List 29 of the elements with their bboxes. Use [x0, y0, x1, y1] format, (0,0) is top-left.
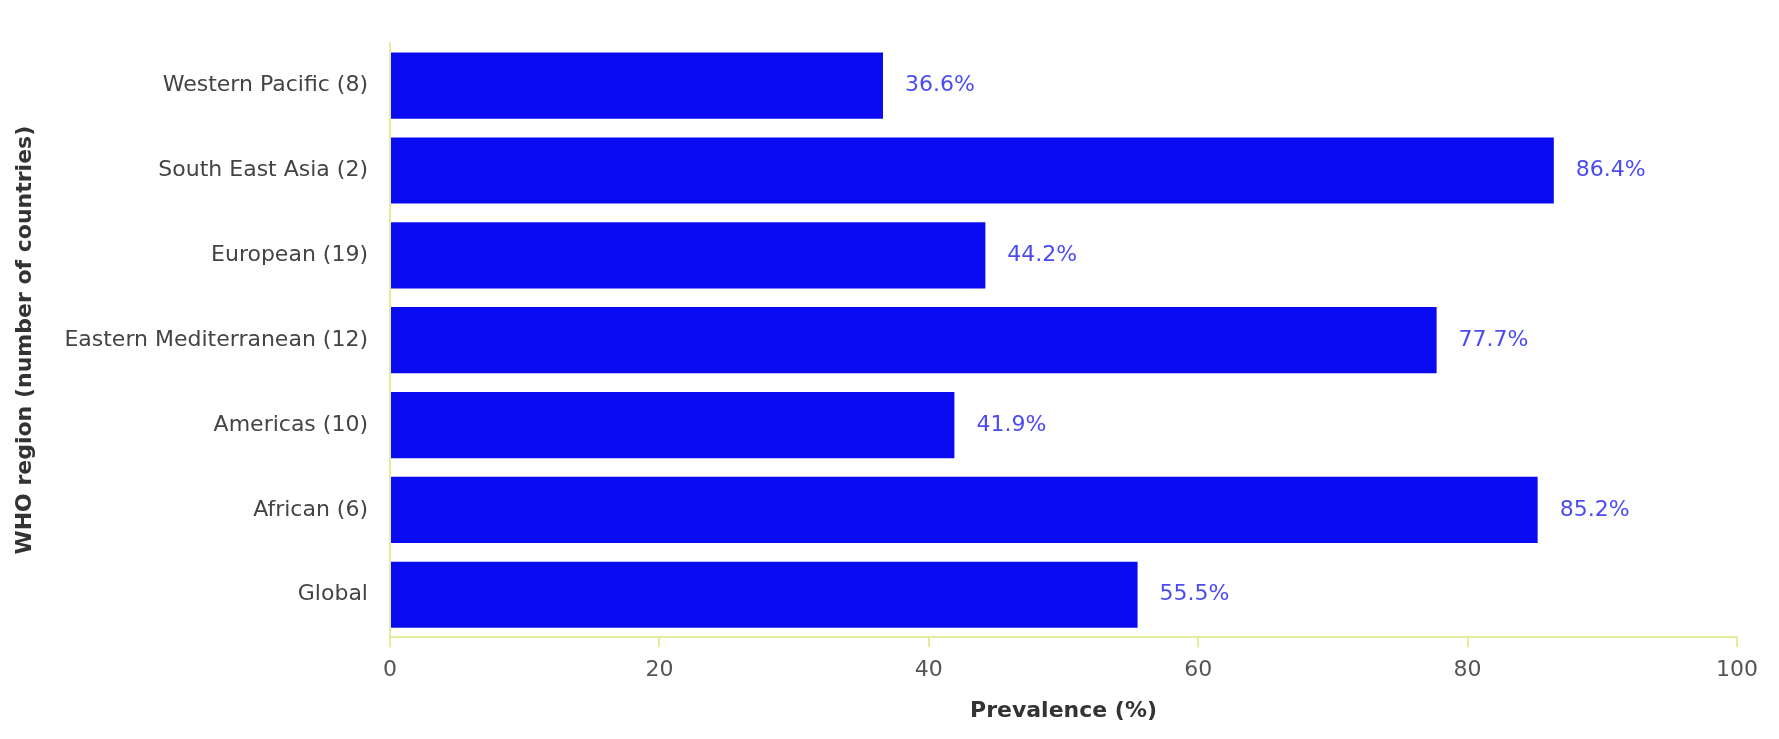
- data-label: 77.7%: [1458, 325, 1529, 351]
- x-tick-label: 100: [1716, 656, 1758, 682]
- x-tick-label: 60: [1184, 656, 1213, 682]
- y-axis-title: WHO region (number of countries): [10, 125, 36, 555]
- y-tick-label: Eastern Mediterranean (12): [64, 325, 368, 351]
- bar: [391, 561, 1138, 628]
- y-tick-label: Western Pacific (8): [162, 71, 368, 97]
- x-tick-label: 40: [914, 656, 943, 682]
- x-tick-label: 20: [645, 656, 674, 682]
- data-label: 44.2%: [1007, 241, 1078, 267]
- data-label: 55.5%: [1159, 580, 1230, 606]
- x-tick-label: 80: [1453, 656, 1482, 682]
- data-label: 85.2%: [1559, 495, 1630, 521]
- y-tick-label: Global: [297, 580, 368, 606]
- data-label: 36.6%: [905, 71, 975, 97]
- bar: [391, 307, 1437, 374]
- bar: [391, 391, 955, 459]
- data-label: 41.9%: [976, 410, 1047, 436]
- y-tick-label: African (6): [253, 495, 368, 521]
- bar: [391, 476, 1538, 544]
- x-tick-label: 0: [383, 656, 397, 682]
- bar: [391, 137, 1554, 204]
- bar: [391, 222, 986, 289]
- data-label: 86.4%: [1575, 156, 1646, 182]
- y-tick-label: Americas (10): [213, 410, 368, 436]
- bar: [391, 52, 883, 119]
- y-tick-label: South East Asia (2): [158, 156, 368, 182]
- y-tick-label: European (19): [211, 241, 368, 267]
- x-axis-title: Prevalence (%): [970, 696, 1157, 722]
